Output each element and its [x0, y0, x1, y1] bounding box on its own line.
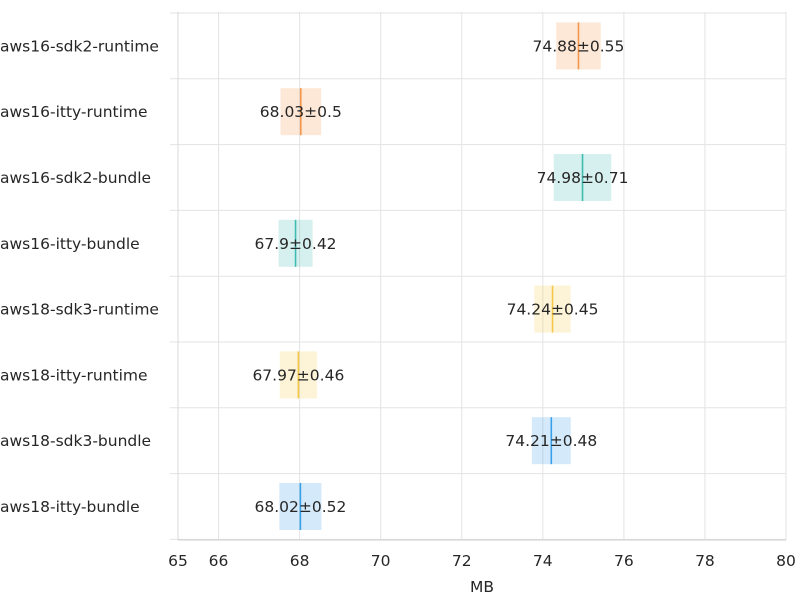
x-axis-label: MB	[470, 578, 494, 596]
x-tick-label: 80	[776, 552, 796, 570]
value-label: 67.97±0.46	[252, 366, 344, 384]
x-tick-label: 74	[533, 552, 553, 570]
category-label: aws18-sdk3-runtime	[0, 301, 159, 319]
category-label: aws16-itty-bundle	[0, 235, 140, 253]
category-label: aws16-sdk2-runtime	[0, 37, 159, 55]
x-tick-label: 76	[614, 552, 634, 570]
category-label: aws18-sdk3-bundle	[0, 432, 151, 450]
category-label: aws16-sdk2-bundle	[0, 169, 151, 187]
x-tick-label: 70	[371, 552, 391, 570]
value-label: 74.24±0.45	[507, 301, 599, 319]
category-label: aws18-itty-bundle	[0, 498, 140, 516]
value-label: 74.21±0.48	[505, 432, 597, 450]
x-tick-label: 68	[290, 552, 310, 570]
value-label: 68.03±0.5	[260, 103, 342, 121]
value-label: 68.02±0.52	[254, 498, 346, 516]
category-label: aws18-itty-runtime	[0, 366, 148, 384]
x-tick-label: 65	[168, 552, 188, 570]
x-tick-label: 78	[695, 552, 715, 570]
x-tick-label: 72	[452, 552, 472, 570]
value-label: 74.98±0.71	[537, 169, 629, 187]
category-label: aws16-itty-runtime	[0, 103, 148, 121]
value-label: 67.9±0.42	[255, 235, 337, 253]
x-tick-label: 66	[209, 552, 229, 570]
value-label: 74.88±0.55	[533, 37, 625, 55]
